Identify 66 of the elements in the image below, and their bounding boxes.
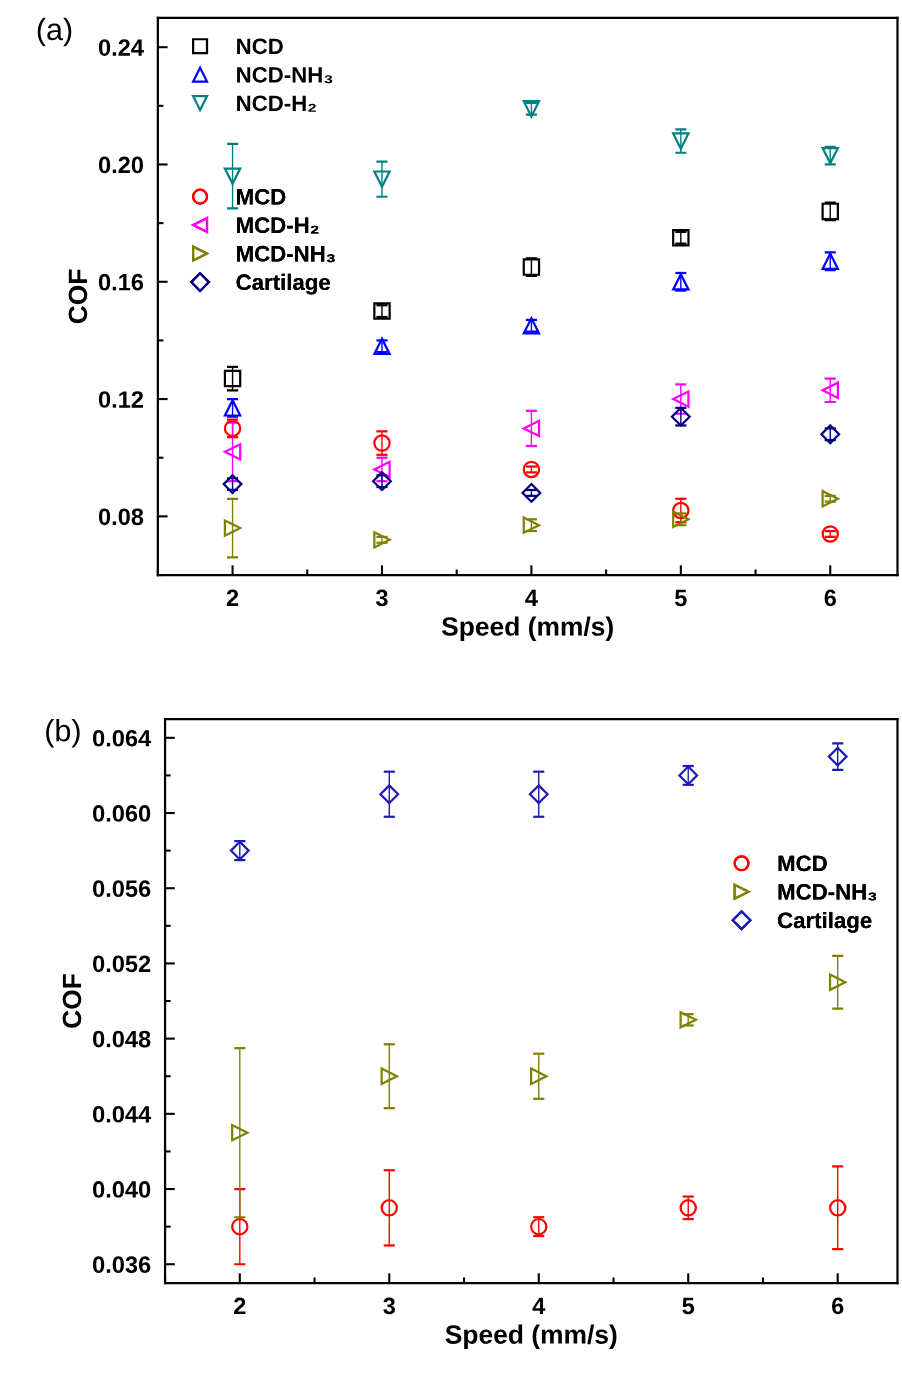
x-tick-label: 2 <box>234 1297 246 1315</box>
point <box>821 490 839 508</box>
x-tick-label: 5 <box>682 1297 695 1315</box>
legend-label: Cartilage <box>778 911 872 933</box>
point <box>223 369 242 388</box>
legend-label: NCD <box>237 38 283 55</box>
point <box>821 381 839 400</box>
y-axis-title: COF <box>62 974 82 1028</box>
legend-label: MCD <box>237 188 286 205</box>
y-tick-label: 0.24 <box>98 39 144 56</box>
x-tick-label: 3 <box>375 589 388 607</box>
point <box>522 419 541 438</box>
point <box>672 390 690 408</box>
point <box>231 1217 249 1236</box>
y-tick-label: 0.052 <box>93 955 151 973</box>
y-tick-label: 0.08 <box>98 508 144 526</box>
y-tick-label: 0.036 <box>93 1256 151 1274</box>
point <box>373 531 391 549</box>
chart-title: (a) <box>37 17 72 47</box>
x-tick-label: 5 <box>674 589 687 607</box>
y-tick-label: 0.048 <box>93 1030 151 1048</box>
point <box>522 460 541 479</box>
point <box>373 170 391 188</box>
point <box>223 167 242 185</box>
point <box>231 1123 249 1142</box>
chart-title: (b) <box>46 719 80 748</box>
point <box>380 1067 399 1085</box>
x-tick-label: 6 <box>824 589 836 607</box>
point <box>679 1199 697 1217</box>
point <box>223 443 242 461</box>
x-axis-title: Speed (mm/s) <box>441 616 613 642</box>
y-tick-label: 0.056 <box>93 880 151 898</box>
point <box>373 460 391 479</box>
legend-label: NCD-NH₃ <box>237 66 333 84</box>
y-tick-label: 0.040 <box>93 1181 151 1198</box>
y-tick-label: 0.12 <box>98 391 144 408</box>
y-tick-label: 0.044 <box>93 1105 152 1123</box>
y-tick-label: 0.16 <box>98 273 144 291</box>
legend-label: MCD-H₂ <box>237 217 319 234</box>
x-tick-label: 4 <box>525 589 538 607</box>
legend-label: Cartilage <box>236 273 330 295</box>
point <box>672 132 690 150</box>
point <box>521 482 542 503</box>
y-axis-title: COF <box>68 269 88 324</box>
point <box>672 501 690 520</box>
x-axis-title: Speed (mm/s) <box>445 1324 617 1350</box>
point <box>528 784 549 805</box>
x-tick-label: 6 <box>832 1297 844 1315</box>
x-tick-label: 2 <box>226 589 239 607</box>
point <box>828 973 847 991</box>
point <box>828 1199 847 1217</box>
y-tick-label: 0.20 <box>98 156 143 174</box>
point <box>530 1067 548 1085</box>
legend-label: MCD-NH₃ <box>237 245 335 263</box>
y-tick-label: 0.060 <box>93 805 151 822</box>
legend-label: MCD-NH₃ <box>778 884 877 901</box>
y-tick-label: 0.064 <box>93 729 152 747</box>
point <box>380 1199 399 1217</box>
point <box>821 525 839 543</box>
legend-label: NCD-H₂ <box>237 95 316 112</box>
point <box>379 784 400 805</box>
point <box>223 519 242 537</box>
x-tick-label: 3 <box>383 1297 395 1315</box>
point <box>373 434 391 452</box>
x-tick-label: 4 <box>532 1297 546 1315</box>
legend-label: MCD <box>778 855 827 872</box>
